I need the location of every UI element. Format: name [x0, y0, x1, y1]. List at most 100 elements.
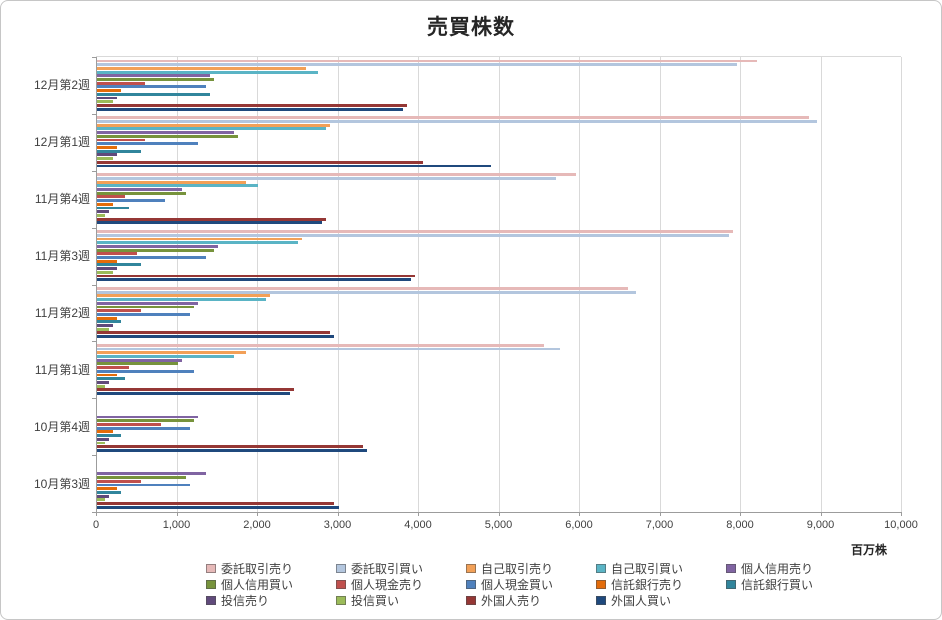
bar	[97, 100, 114, 104]
bar	[97, 70, 319, 74]
bar	[97, 415, 198, 419]
bar	[97, 153, 118, 157]
bar	[97, 103, 407, 107]
bar	[97, 116, 810, 120]
gridline	[820, 57, 822, 512]
x-tick-mark	[901, 512, 902, 516]
legend-item: 委託取引買い	[336, 560, 466, 576]
bar	[97, 327, 110, 331]
bar	[97, 426, 190, 430]
gridline	[257, 57, 258, 512]
bar	[97, 221, 323, 225]
y-axis-line	[96, 57, 97, 512]
bar	[97, 301, 198, 305]
plot-area: 0 1,000 2,000 3,000 4,000 5,000 6,000 7,000 8,00…	[34, 56, 918, 531]
bar	[97, 233, 729, 237]
bar	[97, 59, 758, 63]
y-axis-category-label: 11月第2週	[34, 305, 90, 320]
legend-item: 個人現金売り	[336, 576, 466, 592]
x-axis-tick-label: 4,000	[404, 519, 432, 531]
y-axis-category-label: 12月第2週	[33, 78, 90, 93]
legend-item: 信託銀行買い	[726, 576, 856, 592]
bar	[97, 142, 198, 146]
legend-marker	[596, 579, 606, 589]
gridline	[659, 57, 661, 512]
bar	[97, 195, 126, 199]
bar	[97, 81, 146, 85]
x-tick-mark	[820, 512, 822, 516]
category-tick-mark	[92, 398, 96, 400]
x-axis-tick-label: 10,000	[884, 519, 918, 531]
legend-item: 外国人売り	[466, 592, 596, 608]
category-tick-mark	[92, 170, 96, 172]
bar	[97, 494, 110, 498]
bar	[97, 384, 106, 388]
bar	[97, 92, 210, 96]
bar	[97, 134, 238, 138]
bar	[97, 362, 178, 366]
bar	[97, 214, 106, 217]
bar	[97, 472, 206, 476]
gridline	[740, 57, 741, 512]
legend-label: 個人信用売り	[741, 561, 814, 576]
bar	[97, 366, 130, 369]
bar	[97, 347, 560, 351]
bar	[97, 445, 363, 449]
bar	[97, 66, 307, 70]
bar	[97, 180, 246, 184]
legend-item: 自己取引買い	[596, 560, 726, 576]
bar	[97, 331, 331, 335]
bar	[97, 259, 118, 263]
y-axis-category-label: 11月第1週	[34, 362, 90, 377]
x-axis-tick-label: 7,000	[645, 519, 674, 531]
bar	[97, 290, 637, 294]
legend-marker	[596, 595, 606, 605]
legend-item: 外国人買い	[596, 592, 726, 608]
bar	[97, 380, 110, 384]
x-tick-mark	[418, 512, 419, 516]
bar	[97, 199, 166, 203]
chart-title: 売買株数	[427, 16, 515, 39]
category-tick-mark	[92, 227, 96, 229]
bar	[97, 369, 194, 373]
axis-unit-label: 百万株	[851, 543, 888, 557]
x-axis-tick-label: 9,000	[806, 519, 835, 531]
bar	[97, 324, 114, 327]
x-tick-mark	[176, 512, 178, 516]
bar	[97, 309, 142, 313]
gridline	[901, 57, 902, 512]
bar	[97, 78, 214, 81]
gridline	[418, 57, 419, 512]
legend-label: 自己取引売り	[481, 561, 554, 576]
bar	[97, 160, 424, 164]
bar	[97, 441, 106, 445]
bar	[97, 107, 403, 111]
legend-label: 個人現金買い	[481, 577, 554, 592]
legend-label: 委託取引売り	[221, 561, 294, 576]
x-tick-mark	[498, 512, 500, 516]
y-axis-category-label: 10月第4週	[33, 419, 90, 434]
bar	[97, 358, 182, 362]
legend-label: 個人現金売り	[351, 577, 424, 592]
legend: 委託取引売り 委託取引買い 自己取引売り 自己取引買い 個人信用売り 個人信用買い 個人現金…	[206, 560, 878, 608]
legend-item: 投信買い	[336, 592, 466, 608]
x-axis-tick-label: 1,000	[162, 519, 191, 531]
legend-marker	[726, 579, 736, 589]
bar	[97, 230, 733, 234]
x-axis-tick-label: 0	[92, 519, 100, 531]
x-axis-tick-label: 8,000	[726, 519, 754, 531]
legend-label: 信託銀行買い	[741, 577, 814, 592]
bar	[97, 430, 114, 434]
bar	[97, 312, 190, 316]
bar	[97, 437, 110, 441]
bar	[97, 176, 556, 180]
legend-marker	[466, 563, 476, 573]
bar	[97, 252, 138, 256]
bar	[97, 490, 122, 494]
legend-marker	[206, 563, 216, 573]
category-tick-mark	[92, 455, 96, 457]
y-axis-category-label: 10月第3週	[33, 476, 90, 491]
bar	[97, 85, 206, 89]
bar	[97, 120, 818, 123]
bar	[97, 388, 295, 392]
